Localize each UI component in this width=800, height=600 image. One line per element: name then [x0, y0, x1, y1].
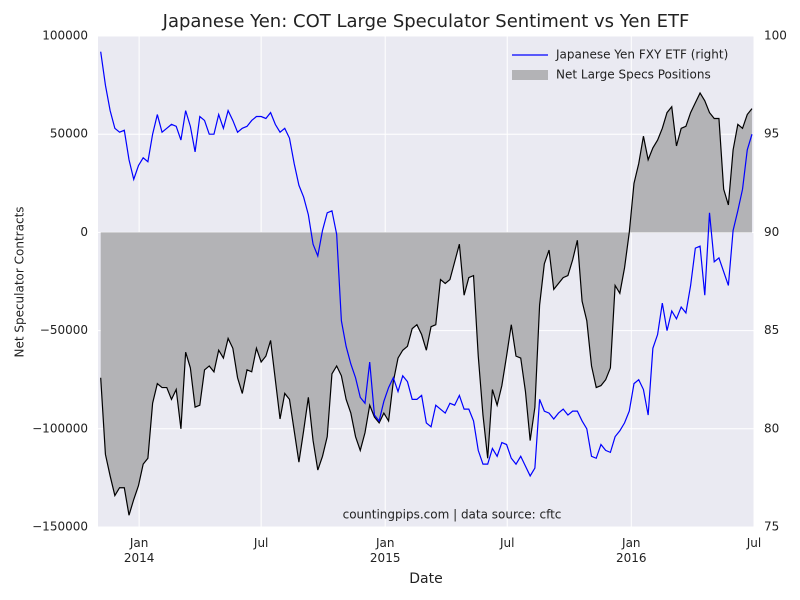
x-tick-label: Jan 2016	[616, 536, 647, 565]
x-tick-label: Jul	[253, 536, 268, 550]
y-tick-label: −150000	[32, 520, 88, 534]
legend-label: Net Large Specs Positions	[556, 68, 711, 82]
line	[100, 51, 753, 478]
x-tick-label: Jan 2015	[370, 536, 401, 565]
y-tick-label: 50000	[50, 127, 88, 141]
area-line	[100, 91, 753, 516]
area	[100, 92, 752, 516]
y2-tick-label: 75	[764, 520, 779, 534]
y2-tick-label: 100	[764, 29, 787, 43]
y2-tick-label: 85	[764, 323, 779, 337]
x-tick-label: Jan 2014	[124, 536, 155, 565]
legend-label: Japanese Yen FXY ETF (right)	[555, 48, 728, 62]
y-axis-label: Net Speculator Contracts	[13, 206, 27, 357]
y2-tick-label: 80	[764, 421, 779, 435]
annotation: countingpips.com | data source: cftc	[343, 508, 562, 522]
y-tick-label: 100000	[42, 29, 88, 43]
x-axis-label: Date	[409, 571, 442, 587]
x-tick-label: Jul	[499, 536, 514, 550]
y2-tick-label: 90	[764, 225, 779, 239]
chart-title: Japanese Yen: COT Large Speculator Senti…	[162, 11, 690, 32]
y-tick-label: 0	[80, 225, 88, 239]
y-tick-label: −100000	[32, 421, 88, 435]
legend-swatch	[512, 70, 548, 80]
y2-tick-label: 95	[764, 127, 779, 141]
y-tick-label: −50000	[40, 323, 88, 337]
x-tick-label: Jul	[746, 536, 761, 550]
